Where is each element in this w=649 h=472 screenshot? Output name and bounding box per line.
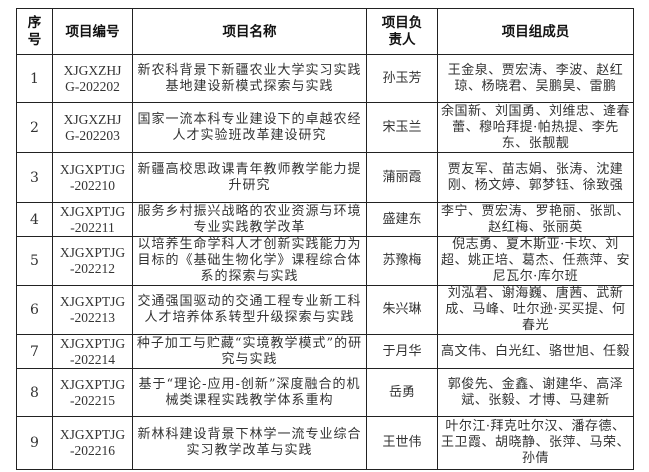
project-members: 贾友军、苗志娟、张涛、沈建刚、杨文婷、郭梦钰、徐致强 [437, 152, 634, 203]
project-code: XJGXPTJG-202213 [52, 285, 133, 335]
project-code: XJGXPTJG-202210 [52, 152, 133, 203]
project-name: 基于“理论-应用-创新”深度融合的机械类课程实践教学体系重构 [132, 368, 367, 417]
project-leader: 孙玉芳 [366, 54, 438, 103]
header-name: 项目名称 [132, 8, 367, 55]
project-leader: 苏豫梅 [366, 236, 438, 286]
row-number: 4 [16, 202, 53, 237]
header-leader: 项目负责人 [366, 8, 438, 55]
project-members: 倪志勇、夏木斯亚·卡坎、刘超、姚正培、葛杰、任燕萍、安尼瓦尔·库尔班 [437, 236, 634, 286]
row-number: 3 [16, 152, 53, 203]
project-name: 新农科背景下新疆农业大学实习实践基地建设新模式探索与实践 [132, 54, 367, 103]
project-name: 交通强国驱动的交通工程专业新工科人才培养体系转型升级探索与实践 [132, 285, 367, 335]
project-code: XJGXPTJG-202212 [52, 236, 133, 286]
table-row: 2 XJGXZHJG-202203 国家一流本科专业建设下的卓越农经人才实验班改革建… [16, 102, 634, 153]
project-members: 郭俊先、金鑫、谢建华、高泽斌、张毅、才博、马建新 [437, 368, 634, 417]
project-leader: 王世伟 [366, 416, 438, 470]
table-row: 1 XJGXZHJG-202202 新农科背景下新疆农业大学实习实践基地建设新模式探… [16, 54, 634, 103]
project-code: XJGXZHJG-202203 [52, 102, 133, 153]
project-leader: 于月华 [366, 334, 438, 369]
table-row: 4 XJGXPTJG-202211 服务乡村振兴战略的农业资源与环境专业实践教学改革… [16, 202, 634, 237]
project-members: 余国新、刘国勇、刘维忠、逄春蕾、穆哈拜提·帕热提、李先东、张靓靓 [437, 102, 634, 153]
project-leader: 朱兴琳 [366, 285, 438, 335]
header-no: 序号 [16, 8, 53, 55]
project-table: 序号 项目编号 项目名称 项目负责人 项目组成员 1 XJGXZHJG-20220… [16, 8, 634, 470]
project-leader: 盛建东 [366, 202, 438, 237]
project-members: 王金泉、贾宏涛、李波、赵红琼、杨晓君、吴鹏昊、雷鹏 [437, 54, 634, 103]
table-row: 3 XJGXPTJG-202210 新疆高校思政课青年教师教学能力提升研究 蒲丽霞 贾友… [16, 152, 634, 203]
project-name: 种子加工与贮藏“实境教学模式”的研究与实践 [132, 334, 367, 369]
project-name: 以培养生命学科人才创新实践能力为目标的《基础生物化学》课程综合体系的探索与实践 [132, 236, 367, 286]
project-members: 高文伟、白光红、骆世旭、任毅 [437, 334, 634, 369]
row-number: 6 [16, 285, 53, 335]
project-code: XJGXPTJG-202215 [52, 368, 133, 417]
row-number: 9 [16, 416, 53, 470]
table-row: 6 XJGXPTJG-202213 交通强国驱动的交通工程专业新工科人才培养体系转型… [16, 285, 634, 335]
header-row: 序号 项目编号 项目名称 项目负责人 项目组成员 [16, 8, 634, 55]
row-number: 1 [16, 54, 53, 103]
header-code: 项目编号 [52, 8, 133, 55]
project-code: XJGXPTJG-202211 [52, 202, 133, 237]
project-name: 新林科建设背景下林学一流专业综合实习教学改革与实践 [132, 416, 367, 470]
project-name: 新疆高校思政课青年教师教学能力提升研究 [132, 152, 367, 203]
row-number: 8 [16, 368, 53, 417]
project-name: 服务乡村振兴战略的农业资源与环境专业实践教学改革 [132, 202, 367, 237]
project-code: XJGXZHJG-202202 [52, 54, 133, 103]
row-number: 2 [16, 102, 53, 153]
project-leader: 岳勇 [366, 368, 438, 417]
row-number: 7 [16, 334, 53, 369]
table-row: 9 XJGXPTJG-202216 新林科建设背景下林学一流专业综合实习教学改革与实… [16, 416, 634, 470]
table-row: 8 XJGXPTJG-202215 基于“理论-应用-创新”深度融合的机械类课程实践… [16, 368, 634, 417]
project-members: 刘泓君、谢海巍、唐茜、武新成、马峰、吐尔逊·买买提、何春光 [437, 285, 634, 335]
row-number: 5 [16, 236, 53, 286]
header-members: 项目组成员 [437, 8, 634, 55]
project-members: 李宁、贾宏涛、罗艳丽、张凯、赵红梅、张丽英 [437, 202, 634, 237]
project-leader: 蒲丽霞 [366, 152, 438, 203]
project-code: XJGXPTJG-202214 [52, 334, 133, 369]
project-leader: 宋玉兰 [366, 102, 438, 153]
project-members: 叶尔江·拜克吐尔汉、潘存德、王卫霞、胡晓静、张萍、马荣、孙倩 [437, 416, 634, 470]
project-code: XJGXPTJG-202216 [52, 416, 133, 470]
table-row: 5 XJGXPTJG-202212 以培养生命学科人才创新实践能力为目标的《基础生物… [16, 236, 634, 286]
table-row: 7 XJGXPTJG-202214 种子加工与贮藏“实境教学模式”的研究与实践 于月华… [16, 334, 634, 369]
project-name: 国家一流本科专业建设下的卓越农经人才实验班改革建设研究 [132, 102, 367, 153]
